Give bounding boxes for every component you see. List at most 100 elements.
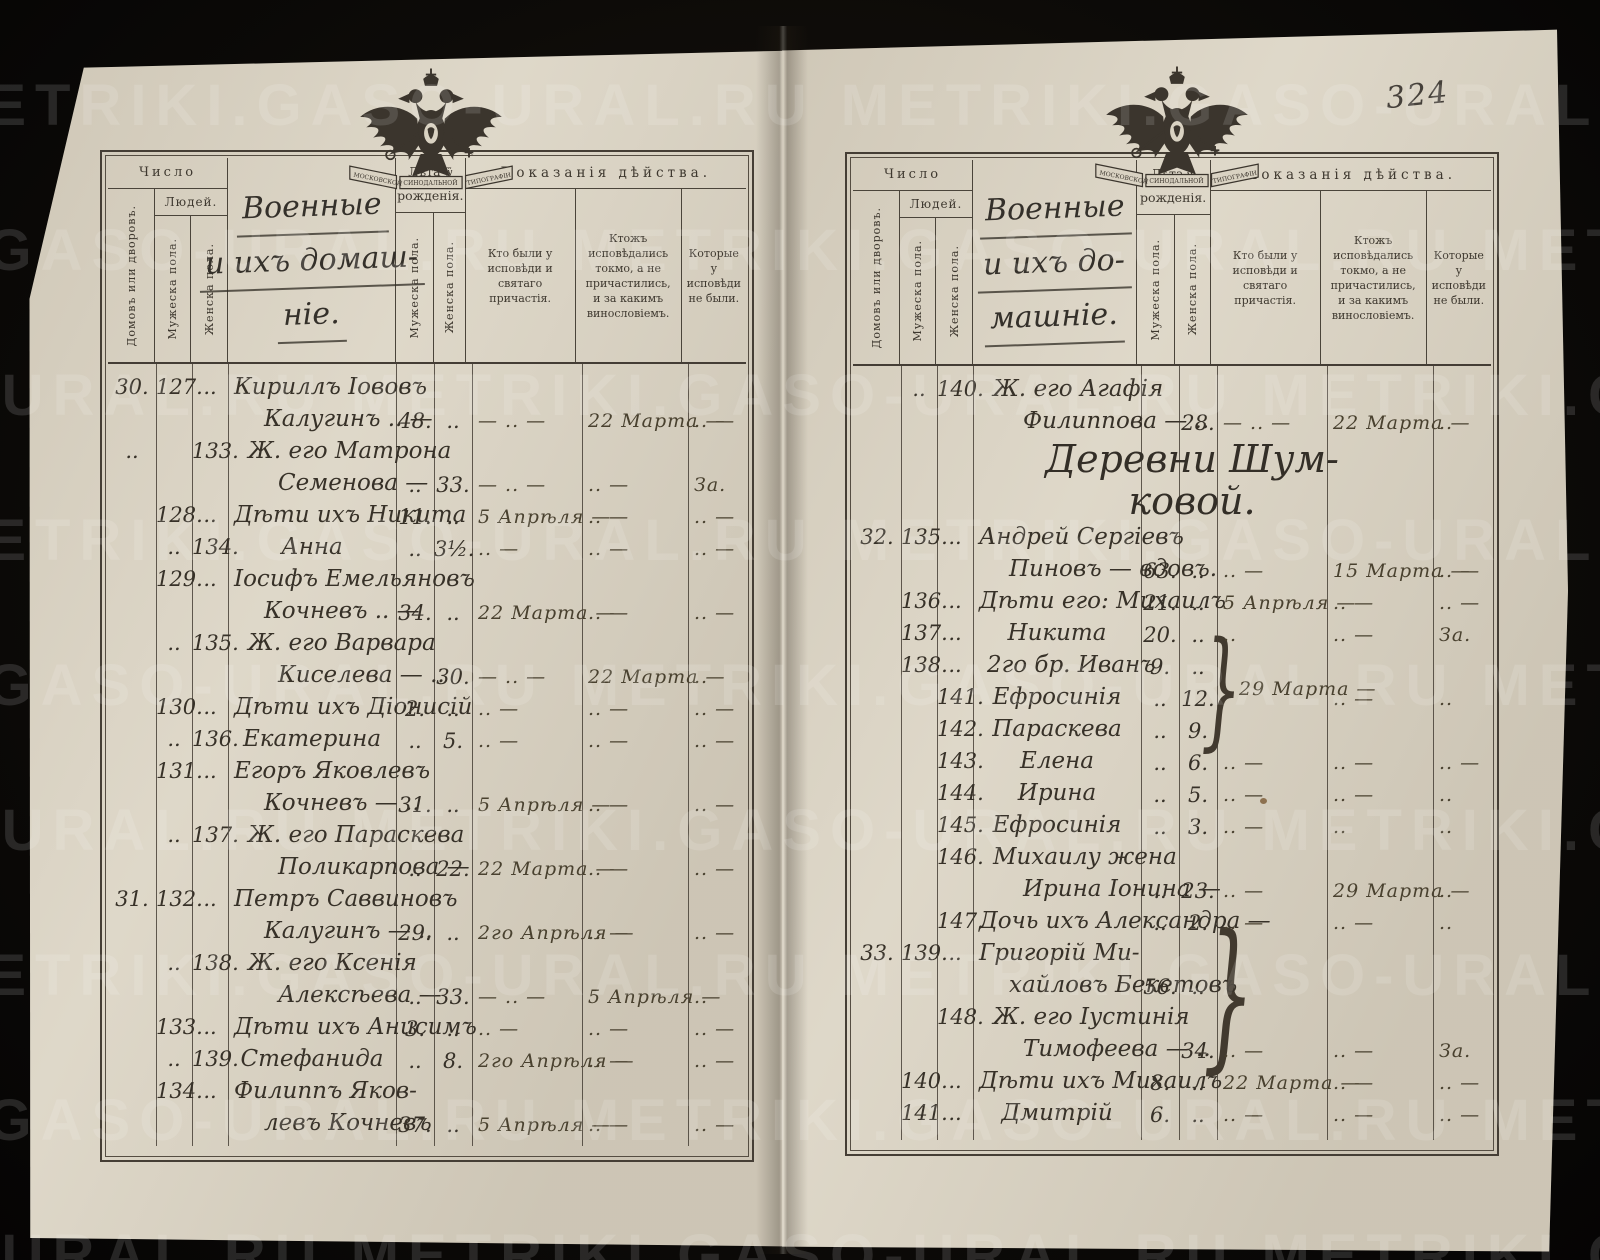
- person-name: Ж. его Ксенія Алексѣева —: [248, 950, 442, 1008]
- table-row: 128... Дѣти ихъ Никита 11... 5 Апрѣля —.. —…: [108, 500, 746, 532]
- female-number: ..: [948, 1069, 962, 1093]
- confessed-only-mark: .. —: [588, 698, 630, 720]
- confessed-only-mark: .. —: [1333, 752, 1375, 774]
- male-number: 139.: [901, 941, 948, 965]
- not-confessed-mark: .. —: [1439, 560, 1481, 582]
- village-section-title: Деревни Шум-ковой.: [1045, 437, 1339, 523]
- table-row: 129... Іосифъ Емельяновъ Кочневъ .. —34...…: [108, 564, 746, 628]
- male-number: ..: [912, 377, 926, 401]
- table-row: 141... Дмитрій 6... .. — .. — .. —: [853, 1098, 1491, 1130]
- age-female: ..: [1191, 1103, 1205, 1127]
- confessed-communed-mark: .. —: [1223, 912, 1265, 934]
- confessed-only-mark: .. —: [1333, 592, 1375, 614]
- female-number: 135.: [192, 631, 239, 655]
- table-row: 142. Параскева.. 9.: [853, 714, 1491, 746]
- not-confessed-mark: За.: [1439, 1040, 1472, 1062]
- female-number: 136.: [192, 727, 239, 751]
- not-confessed-mark: ..: [1439, 412, 1454, 434]
- age-female: ..: [446, 601, 460, 625]
- confessed-only-mark: .. —: [1333, 1072, 1375, 1094]
- female-number: ..: [948, 653, 962, 677]
- house-number: [108, 500, 156, 532]
- confessed-communed-mark: 22 Марта —: [1223, 1072, 1361, 1094]
- right-table-body: } } 29 Марта — .. 140. Ж. его Агафія Филипп…: [853, 366, 1491, 1150]
- age-male: 6.: [1149, 1103, 1171, 1127]
- table-row: 31. 132... Петръ Саввиновъ Калугинъ — .. 29.…: [108, 884, 746, 948]
- confessed-communed-mark: — .. —: [478, 666, 547, 688]
- person-name: Филиппъ Яков-левъ Кочневъ: [234, 1078, 432, 1136]
- confessed-communed-mark: — .. —: [1223, 412, 1292, 434]
- age-male: ..: [1153, 815, 1167, 839]
- table-row: 133... Дѣти ихъ Анисимъ 3..... —.. —.. —: [108, 1012, 746, 1044]
- house-number: [108, 628, 156, 692]
- male-number: 128.: [156, 503, 203, 527]
- house-number: [108, 724, 156, 756]
- table-row: 146. Михаилу жена Ирина Іонина —.. 23. .. — 2…: [853, 842, 1491, 906]
- age-female: 34.: [1181, 1039, 1215, 1063]
- male-number: ..: [167, 951, 181, 975]
- female-number: 139.: [192, 1047, 239, 1071]
- header-people: Людей.: [155, 189, 227, 216]
- table-row: 148. Ж. его Іустинія Тимофеева — .. 34. .. —…: [853, 1002, 1491, 1066]
- female-number: 133.: [192, 439, 239, 463]
- house-number: [853, 778, 901, 810]
- age-male: ..: [408, 537, 422, 561]
- imperial-eagle-emblem: МОСКОВСКОЙ СИНОДАЛЬНОЙ ТИПОГРАФІИ: [1095, 66, 1259, 188]
- female-number: 137.: [192, 823, 239, 847]
- left-table-header: Число Домовъ или дворовъ. Людей. Мужеска…: [108, 158, 746, 364]
- house-number: [108, 948, 156, 1012]
- table-row: .. 138. Ж. его Ксенія Алексѣева —.. 33. — .. …: [108, 948, 746, 1012]
- confessed-only-mark: .. —: [588, 602, 630, 624]
- header-confessed-only: Ктожъ исповѣдались токмо, а не причастил…: [576, 189, 682, 362]
- not-confessed-mark: .. —: [694, 858, 736, 880]
- not-confessed-mark: За.: [1439, 624, 1472, 646]
- confessed-only-mark: .. —: [588, 794, 630, 816]
- confessed-communed-mark: .. —: [1223, 1040, 1265, 1062]
- confessed-only-mark: 22 Марта —: [1333, 412, 1471, 434]
- house-number: [853, 714, 901, 746]
- age-female: 33.: [436, 985, 470, 1009]
- header-actions: Показанія дѣйства.: [465, 158, 746, 189]
- female-number: ..: [948, 525, 962, 549]
- age-male: 3.: [404, 1017, 426, 1041]
- person-name: 2го бр. Иванъ: [987, 652, 1156, 678]
- confessed-communed-mark: — .. —: [478, 474, 547, 496]
- house-number: [108, 1076, 156, 1140]
- male-number: [901, 906, 937, 938]
- table-row: 131... Егоръ Яковлевъ Кочневъ — .. 31... 5 А…: [108, 756, 746, 820]
- right-table-header: Число Домовъ или дворовъ. Людей. Мужеска…: [853, 160, 1491, 366]
- table-row: 145. Ефросинія.. 3. .. —....: [853, 810, 1491, 842]
- age-female: 30.: [436, 665, 470, 689]
- person-name: Елена: [1020, 748, 1094, 774]
- age-male: ..: [408, 857, 422, 881]
- table-row: 143. Елена.. 6. .. — .. — .. —: [853, 746, 1491, 778]
- age-male: ..: [1153, 719, 1167, 743]
- table-row: 33. 139... Григорій Ми-хайловъ Бекетовъ 56.…: [853, 938, 1491, 1002]
- person-name: Ирина: [1017, 780, 1097, 806]
- not-confessed-mark: .. —: [694, 1050, 736, 1072]
- not-confessed-mark: .. —: [694, 698, 736, 720]
- not-confessed-mark: .. —: [694, 794, 736, 816]
- male-number: [901, 746, 937, 778]
- male-number: 127.: [156, 375, 203, 399]
- house-number: 31.: [115, 887, 149, 911]
- confessed-communed-mark: 5 Апрѣля —: [478, 506, 612, 528]
- male-number: 130.: [156, 695, 203, 719]
- female-number: 134.: [192, 535, 239, 559]
- male-number: [901, 842, 937, 906]
- header-age-male: Мужеска пола.: [1137, 215, 1175, 364]
- left-table-body: 30. 127... Кириллъ Іововъ Калугинъ .. —48..…: [108, 364, 746, 1156]
- ink-spot: [1260, 798, 1267, 804]
- house-number: 33.: [860, 941, 894, 965]
- person-name: Ж. его Іустинія Тимофеева — ..: [993, 1004, 1211, 1062]
- person-name: Дѣти ихъ Анисимъ: [234, 1014, 477, 1040]
- person-name: Дмитрій: [1001, 1100, 1113, 1126]
- book-fold-shadow: [756, 26, 808, 1254]
- not-confessed-mark: .. —: [1439, 592, 1481, 614]
- confessed-communed-mark: 5 Апрѣля —: [478, 1114, 612, 1136]
- table-row: .. 134. Анна.. 3½... —.. —.. —: [108, 532, 746, 564]
- house-number: [108, 820, 156, 884]
- age-male: 34.: [398, 601, 432, 625]
- age-male: 48.: [398, 409, 432, 433]
- table-row: 141. Ефросинія.. 12. .. —..: [853, 682, 1491, 714]
